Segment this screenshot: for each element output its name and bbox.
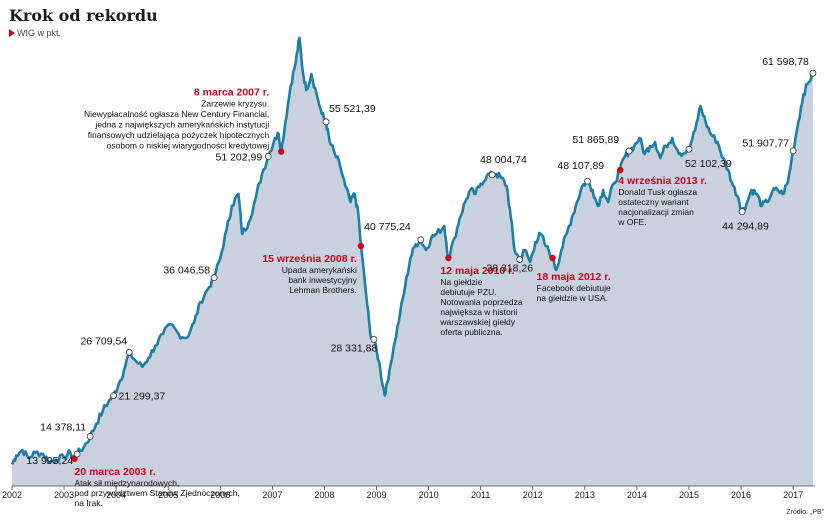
x-tick-label: 2007 bbox=[262, 490, 282, 500]
event-text: ostateczny wariant bbox=[618, 197, 689, 207]
event-text: Atak sił międzynarodowych, bbox=[74, 478, 179, 488]
event-text: pod przywództwem Stanów Zjednoczonych, bbox=[74, 488, 239, 498]
event-text: Lehman Brothers. bbox=[289, 285, 357, 295]
data-point-label: 48 004,74 bbox=[480, 154, 527, 166]
event-marker bbox=[357, 242, 365, 250]
x-tick-label: 2010 bbox=[419, 490, 439, 500]
data-point-label: 51 202,99 bbox=[215, 151, 262, 163]
data-point-marker bbox=[789, 147, 797, 155]
event-date: 20 marca 2003 r. bbox=[74, 466, 155, 478]
data-point-marker bbox=[370, 335, 378, 343]
data-point-label: 52 102,39 bbox=[685, 158, 732, 170]
event-marker bbox=[617, 166, 624, 174]
data-point-marker bbox=[264, 152, 272, 160]
event-text: Notowania poprzedza bbox=[440, 297, 522, 307]
event-text: Zarzewie kryzysu. bbox=[201, 99, 269, 109]
event-text: jedna z największych amerykańskich insty… bbox=[94, 120, 269, 130]
data-point-marker bbox=[110, 392, 117, 400]
event-text: osobom o niskiej wiarygodności kredytowe… bbox=[107, 141, 270, 151]
x-tick-label: 2011 bbox=[471, 490, 490, 500]
data-point-label: 40 775,24 bbox=[364, 221, 411, 233]
event-text: Na giełdzie bbox=[440, 277, 482, 287]
x-tick-label: 2002 bbox=[2, 490, 22, 500]
event-marker bbox=[445, 254, 452, 262]
data-point-label: 44 294,89 bbox=[722, 221, 769, 233]
data-point-label: 51 907,77 bbox=[742, 138, 789, 150]
event-text: na Irak. bbox=[74, 498, 102, 508]
x-tick-label: 2012 bbox=[523, 490, 543, 500]
x-tick-label: 2013 bbox=[575, 490, 595, 500]
event-date: 15 września 2008 r. bbox=[262, 253, 357, 265]
data-point-marker bbox=[73, 450, 81, 458]
data-point-marker bbox=[210, 274, 218, 282]
event-date: 4 września 2013 r. bbox=[618, 175, 707, 187]
x-tick-label: 2016 bbox=[731, 490, 751, 500]
event-text: warszawskiej giełdy bbox=[439, 317, 515, 327]
data-point-label: 13 995,24 bbox=[26, 455, 73, 467]
event-text: bank inwestycyjny bbox=[288, 275, 357, 285]
event-marker bbox=[549, 254, 556, 262]
data-point-marker bbox=[809, 69, 817, 77]
event-text: największa w historii bbox=[440, 307, 517, 317]
data-point-marker bbox=[417, 236, 425, 244]
x-tick-label: 2017 bbox=[783, 490, 803, 500]
data-point-label: 48 107,89 bbox=[557, 160, 604, 172]
data-point-label: 51 865,89 bbox=[572, 134, 619, 146]
chart-title: Krok od rekordu bbox=[9, 6, 158, 25]
event-text: Upada amerykański bbox=[282, 265, 357, 275]
event-text: finansowych udzielająca pożyczek hipotec… bbox=[88, 130, 270, 140]
data-point-marker bbox=[86, 432, 94, 440]
data-point-marker bbox=[488, 171, 496, 179]
x-tick-label: 2005 bbox=[158, 490, 178, 500]
x-tick-label: 2004 bbox=[106, 490, 126, 500]
labeled-points: 13 995,24 14 378,11 21 299,37 26 709,54 36 0… bbox=[26, 56, 817, 467]
data-point-label: 38 318,26 bbox=[486, 262, 533, 274]
x-ticks: 2002 2003 2004 2005 2006 2007 2008 2009 2010 2011… bbox=[2, 486, 803, 500]
data-point-label: 36 046,58 bbox=[163, 265, 210, 277]
data-point-label: 21 299,37 bbox=[119, 391, 166, 403]
event-date: 8 marca 2007 r. bbox=[194, 87, 269, 99]
event-text: nacjonalizacji zmian bbox=[618, 207, 694, 217]
event-text: Niewypłacalność ogłasza New Century Fina… bbox=[84, 109, 269, 119]
triangle-icon bbox=[9, 29, 15, 37]
event-text: oferta publiczna. bbox=[440, 327, 502, 337]
data-point-label: 55 521,39 bbox=[329, 103, 376, 115]
x-tick-label: 2008 bbox=[314, 490, 334, 500]
event-marker bbox=[278, 148, 285, 155]
data-point-marker bbox=[738, 208, 746, 216]
event-text: Facebook debiutuje bbox=[537, 283, 611, 293]
x-tick-label: 2014 bbox=[627, 490, 647, 500]
data-point-marker bbox=[625, 147, 633, 155]
data-point-label: 28 331,88 bbox=[331, 342, 378, 354]
data-point-marker bbox=[322, 118, 330, 126]
event-date: 12 maja 2010 r. bbox=[440, 265, 514, 277]
event-text: Donald Tusk ogłasza bbox=[618, 187, 697, 197]
x-tick-label: 2009 bbox=[367, 490, 387, 500]
data-point-marker bbox=[125, 348, 133, 356]
x-tick-label: 2003 bbox=[54, 490, 74, 500]
data-point-label: 14 378,11 bbox=[40, 421, 86, 433]
source-note: Źródło: „PB” bbox=[786, 509, 824, 516]
data-point-marker bbox=[584, 177, 591, 185]
subtitle-text: WIG w pkt. bbox=[17, 28, 62, 38]
chart-subtitle: WIG w pkt. bbox=[9, 28, 61, 38]
event-text: debiutuje PZU. bbox=[440, 287, 496, 297]
events: 20 marca 2003 r.Atak sił międzynarodowyc… bbox=[71, 87, 707, 508]
event-text: w OFE. bbox=[617, 217, 646, 227]
x-tick-label: 2015 bbox=[679, 490, 699, 500]
area-fill bbox=[12, 38, 813, 486]
data-point-marker bbox=[685, 145, 693, 153]
data-point-label: 26 709,54 bbox=[80, 335, 127, 347]
event-date: 18 maja 2012 r. bbox=[537, 271, 611, 283]
data-point-marker bbox=[516, 256, 524, 263]
x-tick-label: 2006 bbox=[210, 490, 230, 500]
data-point-label: 61 598,78 bbox=[762, 56, 809, 68]
event-text: na giełdzie w USA. bbox=[537, 293, 608, 303]
